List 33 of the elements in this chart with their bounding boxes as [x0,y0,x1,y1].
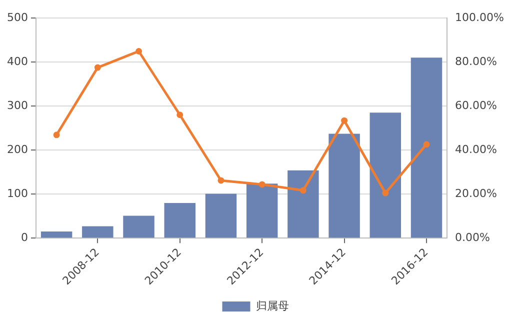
y-tick-label: 300 [6,98,28,112]
point [382,190,389,196]
point [136,48,142,54]
y2-tick-label: 20.00% [455,186,498,200]
y-tick-label: 500 [6,10,28,24]
y2-tick-label: 0.00% [455,231,490,244]
y-tick-label: 100 [6,186,28,200]
y-tick-label: 400 [6,54,28,68]
bar [123,216,154,238]
legend-label: 归属母 [256,299,289,312]
y2-tick-label: 100.00% [455,10,504,24]
bar [246,184,278,238]
bar [288,170,319,238]
y2-tick-label: 60.00% [455,98,498,112]
bar [40,232,72,238]
bar [370,112,402,238]
point [300,187,306,194]
point [53,132,60,138]
point [176,112,184,118]
bar [328,134,360,238]
bar [82,226,114,238]
point [341,117,348,124]
bar [205,194,237,238]
point [94,64,101,71]
y2-tick-label: 40.00% [455,142,498,156]
y-tick-label: 200 [6,142,28,156]
y2-tick-label: 80.00% [455,54,498,68]
point [258,181,266,188]
bar [410,58,442,238]
point [218,177,224,184]
y-tick-label: 0 [20,231,28,244]
point [423,141,430,148]
bar [164,202,196,238]
